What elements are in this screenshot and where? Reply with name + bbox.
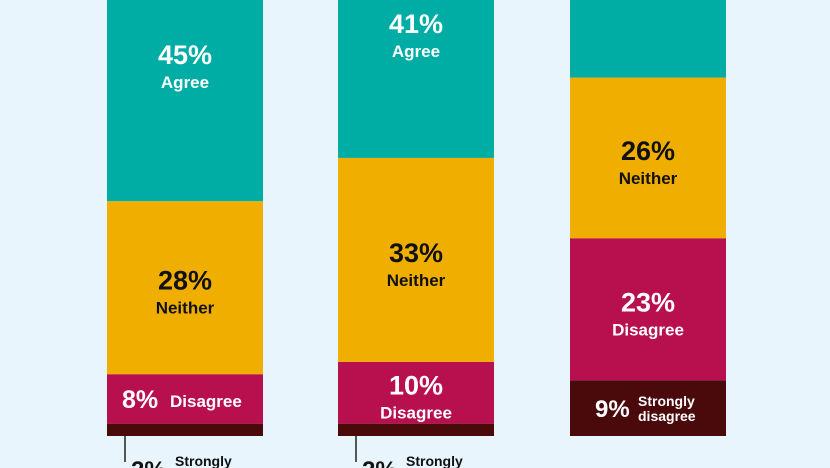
- bar-2-disagree-name-label: Disagree: [380, 404, 452, 423]
- bar-1-segment-disagree: [107, 374, 263, 424]
- bar-1-segment-strongly-disagree: [107, 423, 263, 436]
- bar-1-segment-agree: [107, 0, 263, 202]
- bar-3-neither-name-label: Neither: [619, 169, 678, 188]
- bar-1-agree-pct-label: 45%: [158, 40, 212, 70]
- bar-1-agree-name-label: Agree: [161, 73, 209, 92]
- bar-2-disagree-pct-label: 10%: [389, 371, 443, 401]
- bar-2-strongly-disagree-pct-label: 2%: [362, 457, 397, 468]
- bar-3-segment-strongly-disagree: [570, 380, 726, 436]
- bar-2-neither-pct-label: 33%: [389, 238, 443, 268]
- bar-1-disagree-pct-label: 8%: [122, 386, 158, 414]
- bar-3-segment-neither: [570, 77, 726, 239]
- bar-3-strongly-disagree-pct-label: 9%: [595, 396, 630, 423]
- bar-2-agree-name-label: Agree: [392, 42, 440, 61]
- bar-2-segment-agree: [338, 0, 494, 158]
- bar-2-segment-neither: [338, 157, 494, 362]
- bar-3-strongly-disagree-name-label-line-1: Strongly: [638, 393, 695, 409]
- bar-2-strongly-disagree-name-label: Strongly: [406, 453, 463, 468]
- bar-3-segment-agree: [570, 0, 726, 78]
- bar-2-neither-name-label: Neither: [387, 271, 446, 290]
- bar-1-strongly-disagree-pct-label: 2%: [131, 457, 166, 468]
- bar-3-neither-pct-label: 26%: [621, 136, 675, 166]
- bar-1-neither-name-label: Neither: [156, 299, 215, 318]
- bar-3-segment-disagree: [570, 238, 726, 381]
- bar-1-neither-pct-label: 28%: [158, 266, 212, 296]
- bar-3-strongly-disagree-name-label-line-2: disagree: [638, 408, 696, 424]
- bar-1-segment-neither: [107, 201, 263, 375]
- bar-1-strongly-disagree-name-label: Strongly: [175, 453, 232, 468]
- bar-2-segment-strongly-disagree: [338, 423, 494, 436]
- bar-2-segment-disagree: [338, 361, 494, 424]
- bar-1-disagree-name-label: Disagree: [170, 392, 242, 411]
- bar-3-disagree-name-label: Disagree: [612, 320, 684, 339]
- bar-3-disagree-pct-label: 23%: [621, 287, 675, 317]
- bar-2-agree-pct-label: 41%: [389, 9, 443, 39]
